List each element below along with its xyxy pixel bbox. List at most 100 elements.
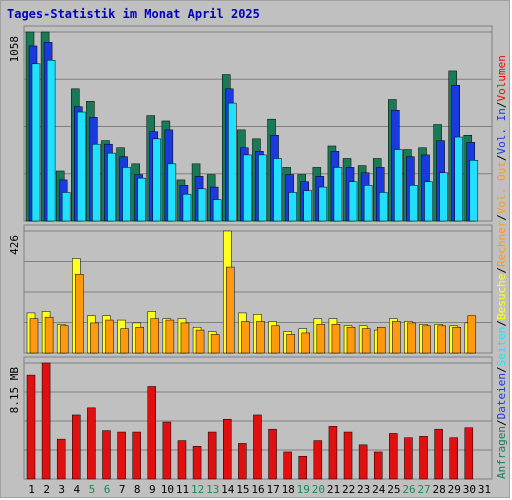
bar-seiten-15 [243, 154, 252, 222]
x-tick-label-2: 2 [43, 483, 50, 496]
bar-rechner-29 [452, 326, 461, 354]
bar-seiten-23 [363, 185, 373, 222]
bar-volumen-20 [313, 440, 323, 480]
bar-seiten-14 [228, 102, 237, 222]
x-tick-label-28: 28 [433, 483, 446, 496]
panel-visits-ymax-label: 426 [8, 235, 21, 255]
bar-seiten-24 [378, 192, 388, 222]
bar-rechner-17 [271, 325, 280, 354]
x-tick-label-17: 17 [266, 483, 279, 496]
x-tick-label-8: 8 [134, 483, 141, 496]
x-tick-label-3: 3 [58, 483, 65, 496]
bar-volumen-27 [419, 436, 428, 480]
panel-volume-ymax-label: 8.15 MB [8, 367, 21, 414]
legend-entry: Anfragen [495, 426, 508, 479]
bar-seiten-9 [152, 138, 162, 222]
bar-volumen-18 [283, 451, 292, 480]
panel-hits-ymax-label: 1058 [8, 36, 21, 63]
legend-entry: Volumen [495, 55, 508, 101]
legend-entry: / [495, 214, 508, 221]
legend-entry: / [495, 320, 508, 327]
bar-seiten-17 [273, 158, 282, 222]
bar-rechner-19 [301, 332, 310, 354]
bar-seiten-16 [258, 154, 267, 222]
bar-rechner-12 [195, 329, 205, 354]
legend-entry: Dateien [495, 373, 508, 419]
x-tick-label-14: 14 [221, 483, 235, 496]
bar-seiten-1 [31, 63, 41, 222]
x-tick-label-23: 23 [357, 483, 370, 496]
bar-rechner-27 [422, 325, 431, 354]
x-tick-label-12: 12 [191, 483, 204, 496]
bar-rechner-3 [59, 325, 69, 354]
x-tick-label-13: 13 [206, 483, 219, 496]
bar-rechner-18 [286, 334, 295, 354]
x-tick-label-26: 26 [402, 483, 415, 496]
bar-rechner-15 [241, 321, 250, 354]
bar-rechner-5 [90, 322, 99, 354]
bar-volumen-17 [268, 428, 277, 480]
bar-seiten-28 [439, 172, 448, 222]
bar-seiten-27 [424, 181, 433, 222]
bar-volumen-1 [26, 374, 36, 480]
x-tick-label-10: 10 [161, 483, 174, 496]
x-tick-label-20: 20 [312, 483, 325, 496]
bar-volumen-12 [192, 446, 202, 480]
bar-rechner-1 [29, 318, 39, 354]
bar-seiten-13 [212, 199, 222, 222]
legend-entry: Besuche [495, 274, 508, 320]
bar-rechner-20 [316, 324, 326, 354]
bar-seiten-25 [394, 149, 403, 222]
bar-rechner-26 [407, 322, 416, 354]
x-tick-label-6: 6 [104, 483, 111, 496]
x-tick-label-15: 15 [236, 483, 249, 496]
legend-entry: Vol. In [495, 108, 508, 154]
bar-seiten-20 [318, 186, 328, 222]
bar-volumen-25 [389, 433, 398, 480]
bar-seiten-8 [137, 177, 146, 222]
x-tick-label-27: 27 [417, 483, 430, 496]
bar-volumen-26 [404, 437, 413, 480]
bar-seiten-21 [333, 167, 343, 222]
bar-volumen-6 [102, 430, 111, 480]
x-tick-label-4: 4 [74, 483, 81, 496]
legend-entry: / [495, 366, 508, 373]
bar-seiten-7 [122, 167, 131, 222]
bar-volumen-30 [464, 427, 474, 480]
bar-rechner-25 [392, 321, 401, 354]
x-tick-label-7: 7 [119, 483, 126, 496]
bar-volumen-4 [72, 414, 81, 480]
legend-entry: / [495, 154, 508, 161]
bar-volumen-7 [117, 431, 126, 480]
bar-volumen-3 [56, 438, 66, 480]
bar-volumen-19 [298, 455, 307, 480]
x-tick-label-19: 19 [297, 483, 310, 496]
x-tick-label-29: 29 [448, 483, 461, 496]
legend-entry: / [495, 101, 508, 108]
x-tick-label-16: 16 [251, 483, 264, 496]
bar-rechner-4 [75, 273, 84, 354]
bar-seiten-10 [167, 163, 177, 222]
bar-seiten-26 [409, 185, 418, 222]
legend-entry: Rechner [495, 220, 508, 267]
x-tick-label-21: 21 [327, 483, 340, 496]
bar-rechner-8 [135, 326, 144, 354]
bar-rechner-7 [120, 328, 129, 354]
bar-seiten-19 [303, 190, 312, 222]
bar-seiten-29 [454, 136, 463, 222]
bar-seiten-4 [77, 111, 86, 222]
bar-seiten-30 [469, 160, 479, 222]
bar-seiten-3 [61, 192, 71, 222]
bar-volumen-22 [343, 431, 353, 480]
x-tick-label-1: 1 [28, 483, 35, 496]
bar-seiten-11 [182, 193, 192, 222]
x-tick-label-24: 24 [372, 483, 386, 496]
bar-rechner-24 [376, 326, 386, 354]
bar-volumen-23 [358, 444, 368, 480]
bar-volumen-2 [41, 362, 51, 480]
bar-rechner-22 [346, 326, 356, 354]
right-legend: Anfragen/Dateien/Seiten/Besuche/Rechner/… [495, 55, 508, 479]
bar-rechner-2 [44, 316, 54, 354]
bar-rechner-21 [331, 324, 341, 354]
